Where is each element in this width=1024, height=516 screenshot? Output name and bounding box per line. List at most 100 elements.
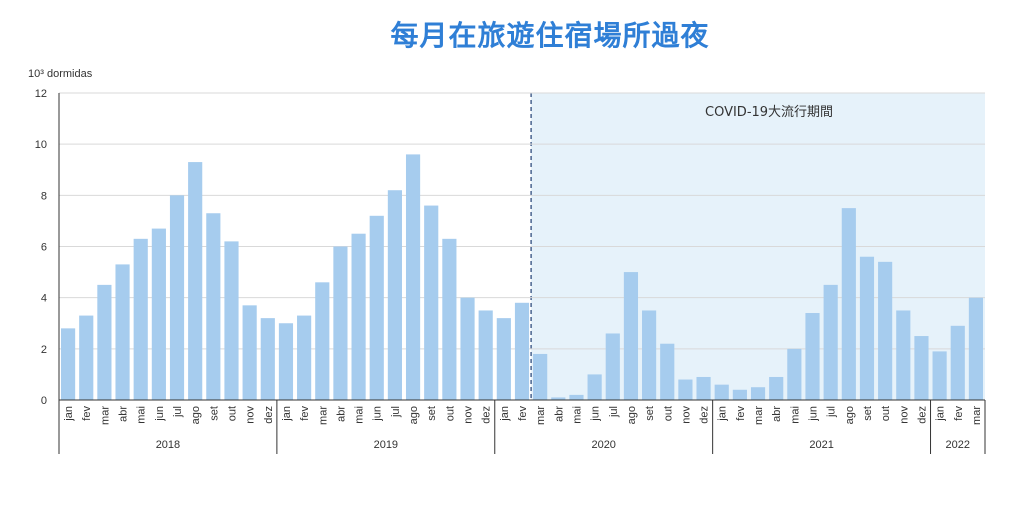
bar xyxy=(351,233,366,400)
x-tick-label-month: fev xyxy=(735,406,747,421)
bar xyxy=(642,310,657,400)
x-tick-label-month: ago xyxy=(626,406,638,424)
x-tick-label-month: mar xyxy=(971,406,983,425)
x-tick-label-month: mai xyxy=(136,406,148,424)
bar xyxy=(405,154,421,400)
x-tick-label-month: dez xyxy=(481,406,493,424)
x-tick-label-month: fev xyxy=(517,406,529,421)
bar xyxy=(823,284,838,400)
bar xyxy=(678,379,693,400)
bar xyxy=(878,261,893,400)
bar xyxy=(460,297,475,400)
x-tick-label-month: ago xyxy=(408,406,420,424)
bar xyxy=(968,297,984,400)
x-tick-label-month: jan xyxy=(499,406,511,422)
x-tick-label-year: 2022 xyxy=(946,439,970,451)
y-tick-label: 6 xyxy=(41,242,47,254)
x-tick-label-month: fev xyxy=(81,406,93,421)
x-tick-label-month: jan xyxy=(63,406,75,422)
x-tick-label-month: set xyxy=(426,406,438,421)
x-tick-label-month: nov xyxy=(245,406,257,424)
bar xyxy=(151,228,166,400)
x-tick-label-month: jul xyxy=(390,406,402,418)
bar xyxy=(60,328,76,400)
y-tick-label: 0 xyxy=(41,395,47,407)
x-tick-label-month: mar xyxy=(317,406,329,425)
bar xyxy=(587,374,602,400)
x-tick-label-month: mar xyxy=(535,406,547,425)
x-tick-label-month: jan xyxy=(717,406,729,422)
bar xyxy=(660,343,675,400)
bar xyxy=(260,318,275,400)
bar xyxy=(297,315,312,400)
bar xyxy=(424,205,439,400)
x-tick-label-month: jun xyxy=(154,406,166,422)
x-tick-label-month: abr xyxy=(553,406,565,422)
y-tick-label: 12 xyxy=(35,88,47,100)
x-tick-label-month: abr xyxy=(335,406,347,422)
x-tick-label-month: abr xyxy=(771,406,783,422)
x-tick-label-month: jun xyxy=(372,406,384,422)
bar xyxy=(859,256,875,400)
bar xyxy=(605,333,620,400)
covid-annotation: COVID-19大流行期間 xyxy=(705,105,833,120)
bar xyxy=(841,208,856,400)
bar xyxy=(224,241,239,400)
x-tick-label-year: 2020 xyxy=(591,439,615,451)
x-tick-label-month: jul xyxy=(172,406,184,418)
bar xyxy=(115,264,130,400)
bar xyxy=(188,162,203,400)
bar xyxy=(805,313,820,400)
x-tick-label-month: jan xyxy=(281,406,293,422)
x-tick-label-month: jun xyxy=(590,406,602,422)
x-tick-label-month: dez xyxy=(916,406,928,424)
x-tick-label-month: jan xyxy=(935,406,947,422)
bar xyxy=(932,351,947,400)
bar xyxy=(369,215,384,400)
x-tick-label-month: ago xyxy=(190,406,202,424)
x-tick-label-month: out xyxy=(226,406,238,421)
x-tick-label-month: set xyxy=(862,406,874,421)
bar xyxy=(769,376,784,400)
x-tick-label-month: set xyxy=(208,406,220,421)
bar xyxy=(242,305,257,400)
bar xyxy=(133,238,148,400)
bar xyxy=(569,394,584,400)
bar xyxy=(787,348,802,400)
y-tick-label: 10 xyxy=(35,139,47,151)
bar xyxy=(496,318,511,400)
x-tick-label-month: mai xyxy=(571,406,583,424)
bar xyxy=(278,323,294,400)
x-tick-label-month: jul xyxy=(608,406,620,418)
x-tick-label-month: dez xyxy=(263,406,275,424)
bar xyxy=(315,282,330,400)
bar xyxy=(533,353,548,400)
x-tick-label-year: 2019 xyxy=(374,439,398,451)
bar xyxy=(714,384,729,400)
bar xyxy=(169,195,185,400)
x-tick-label-month: nov xyxy=(680,406,692,424)
bar xyxy=(732,389,747,400)
x-tick-label-month: jul xyxy=(826,406,838,418)
bar xyxy=(750,387,766,400)
x-tick-label-year: 2018 xyxy=(156,439,180,451)
x-tick-label-month: out xyxy=(880,406,892,421)
x-tick-label-month: dez xyxy=(699,406,711,424)
x-tick-label-month: fev xyxy=(953,406,965,421)
x-tick-label-month: jun xyxy=(808,406,820,422)
bar xyxy=(623,272,639,400)
y-tick-label: 8 xyxy=(41,190,47,202)
bar xyxy=(206,213,221,400)
bar xyxy=(79,315,94,400)
bar xyxy=(950,325,965,400)
x-tick-label-month: out xyxy=(662,406,674,421)
bar xyxy=(333,246,348,400)
x-tick-label-month: mar xyxy=(753,406,765,425)
x-tick-label-month: nov xyxy=(898,406,910,424)
x-tick-label-month: nov xyxy=(463,406,475,424)
bar xyxy=(696,376,711,400)
chart-title: 每月在旅遊住宿場所過夜 xyxy=(390,19,710,52)
bar xyxy=(478,310,493,400)
y-axis-label: 10³ dormidas xyxy=(28,68,93,80)
bar xyxy=(514,302,530,400)
